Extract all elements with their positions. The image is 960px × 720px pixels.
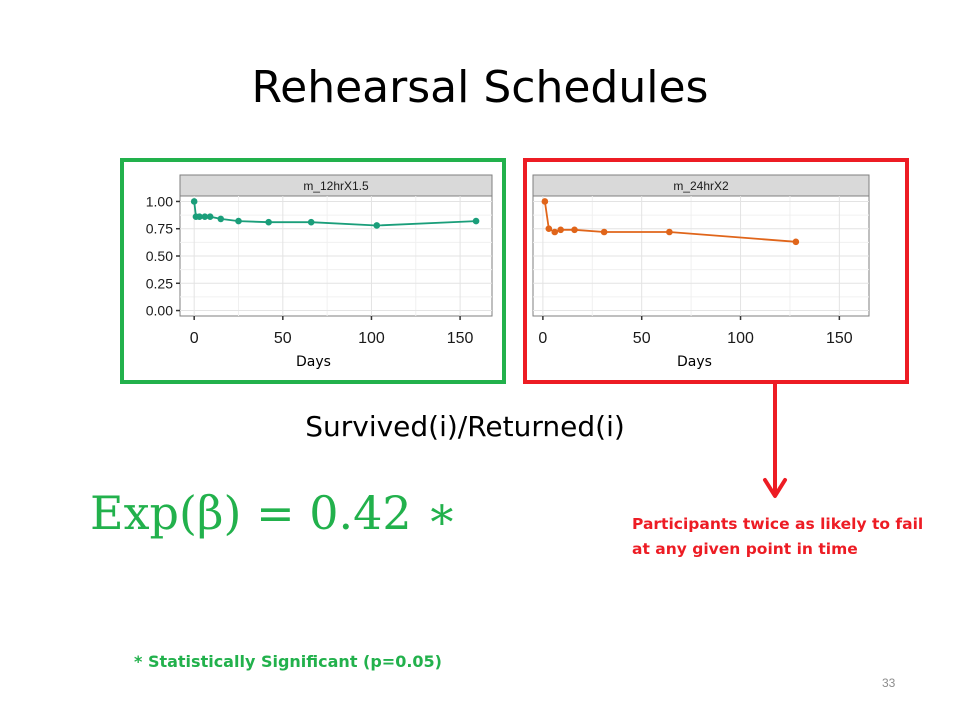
- data-point: [265, 218, 272, 226]
- data-point: [201, 213, 209, 221]
- data-point: [666, 228, 673, 236]
- x-tick-label: 0: [538, 330, 547, 347]
- y-tick-label: 0.25: [146, 275, 173, 291]
- data-point: [551, 228, 559, 236]
- interpretation-note: Participants twice as likely to fail at …: [632, 515, 924, 558]
- x-tick-label: 0: [190, 330, 199, 347]
- x-tick-label: 50: [633, 330, 651, 347]
- data-point: [235, 217, 242, 225]
- data-point: [557, 226, 564, 234]
- x-tick-label: 150: [447, 330, 474, 347]
- y-tick-label: 0.00: [146, 303, 173, 319]
- data-point: [217, 215, 225, 223]
- data-point: [600, 228, 608, 236]
- data-point: [206, 213, 214, 221]
- chart-panel-m24hrx2: m_24hrX2 0 50 100 150: [523, 158, 909, 384]
- y-tick-label: 0.50: [146, 248, 173, 264]
- slide-title: Rehearsal Schedules: [251, 62, 709, 113]
- x-tick-label: 50: [274, 330, 292, 347]
- chart-m12hrx1.5: m_12hrX1.5 0 50 100 150 0.00 0.25 0.50 0.75 1.00: [146, 174, 493, 347]
- chart-panel-m12hrx1.5: m_12hrX1.5 0 50 100 150 0.00 0.25 0.50 0.75 1.00: [120, 158, 506, 384]
- x-axis-label-panel1: Days: [296, 354, 331, 370]
- hazard-ratio-formula: Exp(β) = 0.42 ∗: [90, 486, 458, 540]
- x-tick-label: 100: [358, 330, 385, 347]
- data-point: [190, 198, 198, 205]
- facet-title: m_12hrX1.5: [303, 179, 369, 193]
- data-point: [545, 225, 553, 233]
- chart-m24hrx2: m_24hrX2 0 50 100 150: [532, 174, 870, 347]
- data-point: [571, 226, 578, 234]
- significance-footnote: * Statistically Significant (p=0.05): [134, 652, 442, 671]
- data-point: [541, 198, 549, 205]
- y-tick-label: 0.75: [146, 221, 173, 237]
- data-point: [472, 217, 480, 225]
- down-arrow-icon: [763, 384, 787, 498]
- data-point: [373, 222, 381, 229]
- x-tick-label: 150: [826, 330, 853, 347]
- x-tick-label: 100: [727, 330, 754, 347]
- x-axis-label-panel2: Days: [677, 354, 712, 370]
- data-point: [196, 213, 203, 221]
- facet-title: m_24hrX2: [673, 179, 729, 193]
- page-number: 33: [882, 676, 896, 690]
- y-tick-label: 1.00: [146, 193, 173, 209]
- data-point: [307, 218, 315, 226]
- data-point: [792, 238, 800, 246]
- subtitle: Survived(i)/Returned(i): [305, 410, 625, 443]
